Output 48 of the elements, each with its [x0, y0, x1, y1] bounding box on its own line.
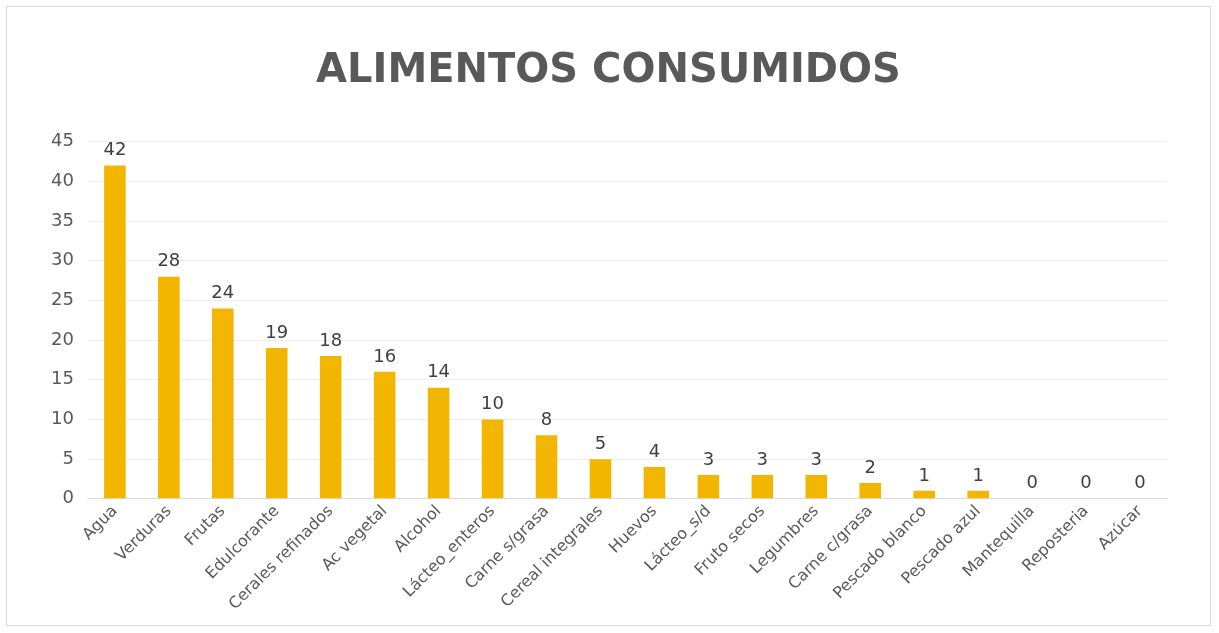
- data-label: 10: [481, 392, 505, 414]
- data-label: 2: [864, 455, 876, 477]
- bar: [319, 356, 342, 499]
- y-tick-label: 30: [51, 248, 74, 270]
- data-label: 19: [265, 320, 289, 342]
- data-label: 24: [211, 281, 235, 303]
- data-label: 1: [918, 463, 930, 485]
- data-label: 0: [1134, 471, 1146, 493]
- y-tick-label: 35: [51, 208, 74, 230]
- data-label: 5: [594, 431, 607, 453]
- bar: [751, 474, 774, 499]
- data-label: 1: [972, 463, 984, 485]
- bar: [859, 482, 882, 499]
- data-label: 16: [373, 344, 397, 366]
- bar: [373, 371, 396, 499]
- bar: [589, 459, 612, 499]
- bar: [427, 387, 450, 499]
- bar: [805, 474, 828, 499]
- y-tick-label: 5: [62, 446, 74, 468]
- y-tick-label: 15: [51, 367, 74, 389]
- data-label: 42: [103, 138, 127, 160]
- data-label: 28: [157, 249, 181, 271]
- bar: [481, 419, 504, 499]
- y-tick-label: 45: [51, 129, 74, 151]
- data-label: 3: [702, 447, 715, 469]
- bar: [265, 348, 288, 499]
- data-label: 14: [427, 360, 451, 382]
- data-label: 0: [1080, 471, 1092, 493]
- bar: [643, 467, 666, 499]
- y-tick-label: 10: [51, 407, 74, 429]
- data-label: 3: [756, 447, 769, 469]
- chart-title: ALIMENTOS CONSUMIDOS: [315, 45, 902, 91]
- data-label: 0: [1026, 471, 1038, 493]
- bar: [535, 435, 558, 499]
- bar: [158, 276, 180, 499]
- data-label: 18: [319, 328, 343, 350]
- y-tick-label: 0: [62, 486, 74, 508]
- bar: [913, 490, 935, 499]
- data-label: 4: [648, 439, 661, 461]
- y-tick-label: 20: [51, 327, 74, 349]
- y-tick-label: 25: [51, 288, 74, 310]
- bar: [967, 490, 989, 499]
- data-label: 3: [810, 447, 823, 469]
- y-tick-label: 40: [51, 169, 74, 191]
- bar: [212, 308, 234, 499]
- data-label: 8: [540, 408, 553, 429]
- bar: [104, 165, 126, 499]
- bar: [697, 474, 720, 499]
